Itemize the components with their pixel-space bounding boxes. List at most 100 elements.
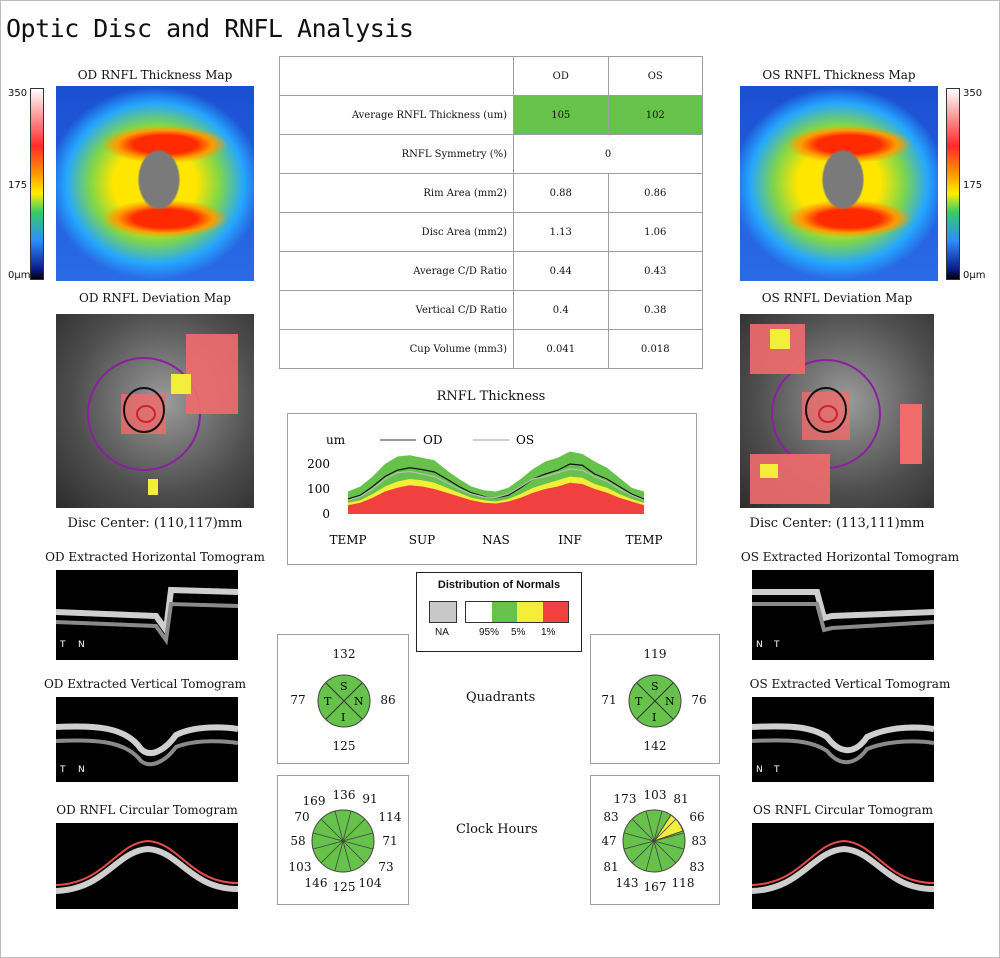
os-h-marker-left: N [756, 640, 763, 650]
os-value: 102 [608, 96, 703, 135]
od-clock-10: 70 [287, 810, 317, 824]
os-clock-6: 167 [640, 880, 670, 894]
os-h-marker-right: T [774, 640, 780, 650]
od-q-n: N [354, 695, 364, 708]
os-vertical-tomogram: N T [752, 697, 934, 782]
od-clock-3: 71 [375, 834, 405, 848]
od-value: 0.4 [514, 291, 609, 330]
os-deviation-map-title: OS RNFL Deviation Map [740, 291, 934, 305]
x-tick-label: INF [558, 533, 582, 547]
od-v-marker-right: N [78, 765, 85, 775]
os-c-tomo-title: OS RNFL Circular Tomogram [752, 803, 934, 817]
od-c-tomo-layers [56, 823, 238, 909]
legend-p95-label: 95% [479, 627, 499, 638]
od-value: 0.88 [514, 174, 609, 213]
os-clock-5: 118 [668, 876, 698, 890]
legend-na-label: NA [435, 627, 449, 638]
od-clock-5: 104 [355, 876, 385, 890]
od-vertical-tomogram: T N [56, 697, 238, 782]
legend-os-label: OS [516, 433, 534, 447]
od-h-tomo-title: OD Extracted Horizontal Tomogram [40, 550, 270, 564]
od-scale-mid: 175 [8, 180, 27, 191]
swatch-distribution [465, 601, 569, 623]
row-label: RNFL Symmetry (%) [280, 135, 514, 174]
od-disc-center: Disc Center: (110,117)mm [56, 516, 254, 531]
od-value: 0.44 [514, 252, 609, 291]
table-row: RNFL Symmetry (%) 0 [280, 135, 703, 174]
row-label: Cup Volume (mm3) [280, 330, 514, 369]
os-clock-2: 66 [682, 810, 712, 824]
swatch-yellow [517, 602, 543, 622]
normals-legend-title: Distribution of Normals [417, 579, 581, 591]
y-tick-label: 200 [307, 457, 330, 471]
od-value: 1.13 [514, 213, 609, 252]
os-clock-10: 83 [596, 810, 626, 824]
swatch-na [429, 601, 457, 623]
od-q-inf: 125 [329, 739, 359, 753]
od-circular-tomogram [56, 823, 238, 909]
os-clock-7: 143 [612, 876, 642, 890]
os-disc-center: Disc Center: (113,111)mm [740, 516, 934, 531]
row-label: Disc Area (mm2) [280, 213, 514, 252]
table-row: Disc Area (mm2) 1.13 1.06 [280, 213, 703, 252]
os-q-inf: 142 [640, 739, 670, 753]
row-label: Rim Area (mm2) [280, 174, 514, 213]
od-quadrant-circle: S T N I [316, 673, 372, 729]
od-scale-min: 0μm [8, 270, 30, 281]
od-value: 105 [514, 96, 609, 135]
od-clock-6: 125 [329, 880, 359, 894]
os-clock-9: 47 [594, 834, 624, 848]
swatch-white [466, 602, 492, 622]
od-q-nas: 86 [373, 693, 403, 707]
rnfl-chart-title: RNFL Thickness [287, 389, 695, 404]
os-thickness-map [740, 86, 938, 281]
os-clock-8: 81 [596, 860, 626, 874]
table-header-row: OD OS [280, 57, 703, 96]
os-thickness-map-title: OS RNFL Thickness Map [740, 68, 938, 82]
od-clock-1: 91 [355, 792, 385, 806]
od-value: 0.041 [514, 330, 609, 369]
os-deviation-overlay [740, 314, 934, 508]
swatch-green [492, 602, 518, 622]
od-clock-2: 114 [375, 810, 405, 824]
os-value: 0.018 [608, 330, 703, 369]
od-v-tomo-title: OD Extracted Vertical Tomogram [40, 677, 250, 691]
os-clock-3: 83 [684, 834, 714, 848]
table-row: Average C/D Ratio 0.44 0.43 [280, 252, 703, 291]
table-row: Vertical C/D Ratio 0.4 0.38 [280, 291, 703, 330]
os-scale-mid: 175 [963, 180, 982, 191]
parameters-table: OD OS Average RNFL Thickness (um) 105 10… [279, 56, 703, 369]
legend-p1-label: 1% [541, 627, 555, 638]
od-thickness-map-title: OD RNFL Thickness Map [56, 68, 254, 82]
od-q-t: T [324, 695, 332, 708]
os-q-i: I [652, 711, 656, 724]
row-label: Average RNFL Thickness (um) [280, 96, 514, 135]
os-clock-circle [621, 808, 687, 874]
swatch-red [543, 602, 569, 622]
os-q-n: N [665, 695, 675, 708]
normals-swatches [429, 601, 569, 623]
os-value: 0.43 [608, 252, 703, 291]
legend-p5-label: 5% [511, 627, 525, 638]
os-value: 0.38 [608, 291, 703, 330]
rnfl-chart-svg: um OD OS 2001000TEMPSUPNASINFTEMP [288, 414, 696, 564]
od-clock-8: 103 [285, 860, 315, 874]
os-clock-4: 83 [682, 860, 712, 874]
row-label: Vertical C/D Ratio [280, 291, 514, 330]
rnfl-plot-area: 2001000TEMPSUPNASINFTEMP [307, 452, 662, 548]
y-tick-label: 100 [307, 482, 330, 496]
os-color-scale [946, 88, 960, 280]
od-h-marker-left: T [60, 640, 66, 650]
od-h-marker-right: N [78, 640, 85, 650]
od-deviation-overlay [56, 314, 254, 508]
y-tick-label: 0 [322, 507, 330, 521]
od-scale-max: 350 [8, 88, 27, 99]
x-tick-label: TEMP [625, 533, 662, 547]
od-color-scale [30, 88, 44, 280]
os-v-marker-left: N [756, 765, 763, 775]
od-quadrants-panel: 132 77 86 125 S T N I [277, 634, 409, 764]
os-q-t: T [635, 695, 643, 708]
os-clock-1: 81 [666, 792, 696, 806]
od-clock-9: 58 [283, 834, 313, 848]
os-q-nas: 71 [594, 693, 624, 707]
